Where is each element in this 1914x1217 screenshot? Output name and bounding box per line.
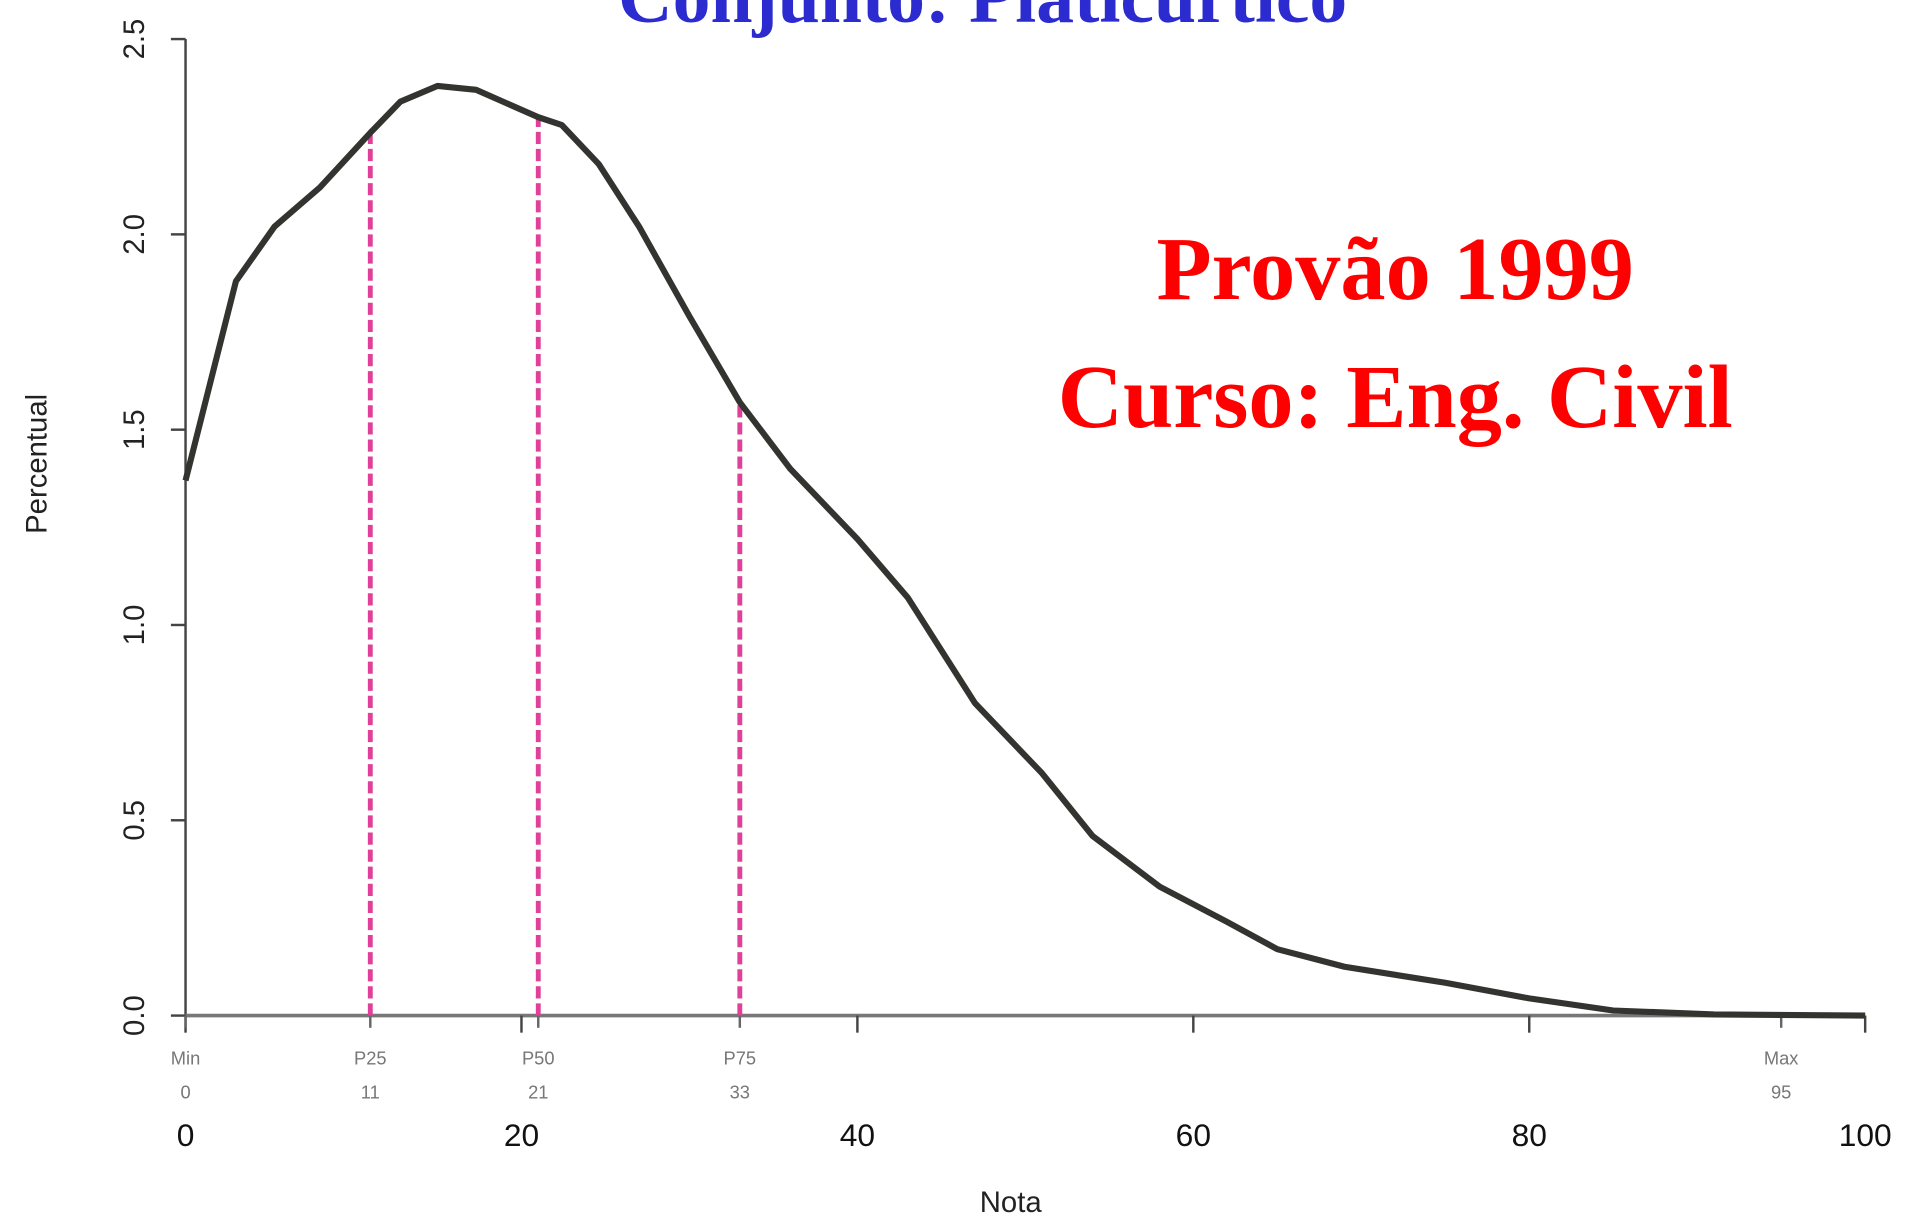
density-line xyxy=(182,82,1866,1019)
x-tick-label: 0 xyxy=(177,1117,195,1153)
x-tick-label: 100 xyxy=(1839,1117,1892,1153)
marker-name: P25 xyxy=(354,1047,387,1068)
y-tick-label: 0.0 xyxy=(118,995,151,1036)
x-axis-label: Nota xyxy=(980,1186,1043,1217)
y-tick-label: 1.5 xyxy=(118,409,151,450)
marker-value: 0 xyxy=(180,1082,190,1103)
annotation: Provão 1999 xyxy=(1156,219,1633,319)
marker-name: P75 xyxy=(724,1047,757,1068)
x-tick-label: 20 xyxy=(504,1117,539,1153)
marker-value: 33 xyxy=(730,1082,750,1103)
chart-title: Conjunto: Platicúrtico xyxy=(618,0,1347,39)
marker-name: Min xyxy=(171,1047,200,1068)
marker-name: Max xyxy=(1764,1047,1799,1068)
marker-value: 21 xyxy=(528,1082,548,1103)
y-tick-label: 1.0 xyxy=(118,605,151,646)
annotation: Curso: Eng. Civil xyxy=(1058,347,1733,447)
x-tick-label: 80 xyxy=(1512,1117,1547,1153)
x-tick-label: 60 xyxy=(1176,1117,1211,1153)
y-tick-label: 2.5 xyxy=(118,19,151,60)
marker-value: 95 xyxy=(1771,1082,1791,1103)
y-tick-label: 2.0 xyxy=(118,214,151,255)
y-tick-label: 0.5 xyxy=(118,800,151,841)
marker-name: P50 xyxy=(522,1047,555,1068)
marker-value: 11 xyxy=(361,1082,380,1103)
x-tick-label: 40 xyxy=(840,1117,875,1153)
y-axis-label: Percentual xyxy=(20,394,53,534)
